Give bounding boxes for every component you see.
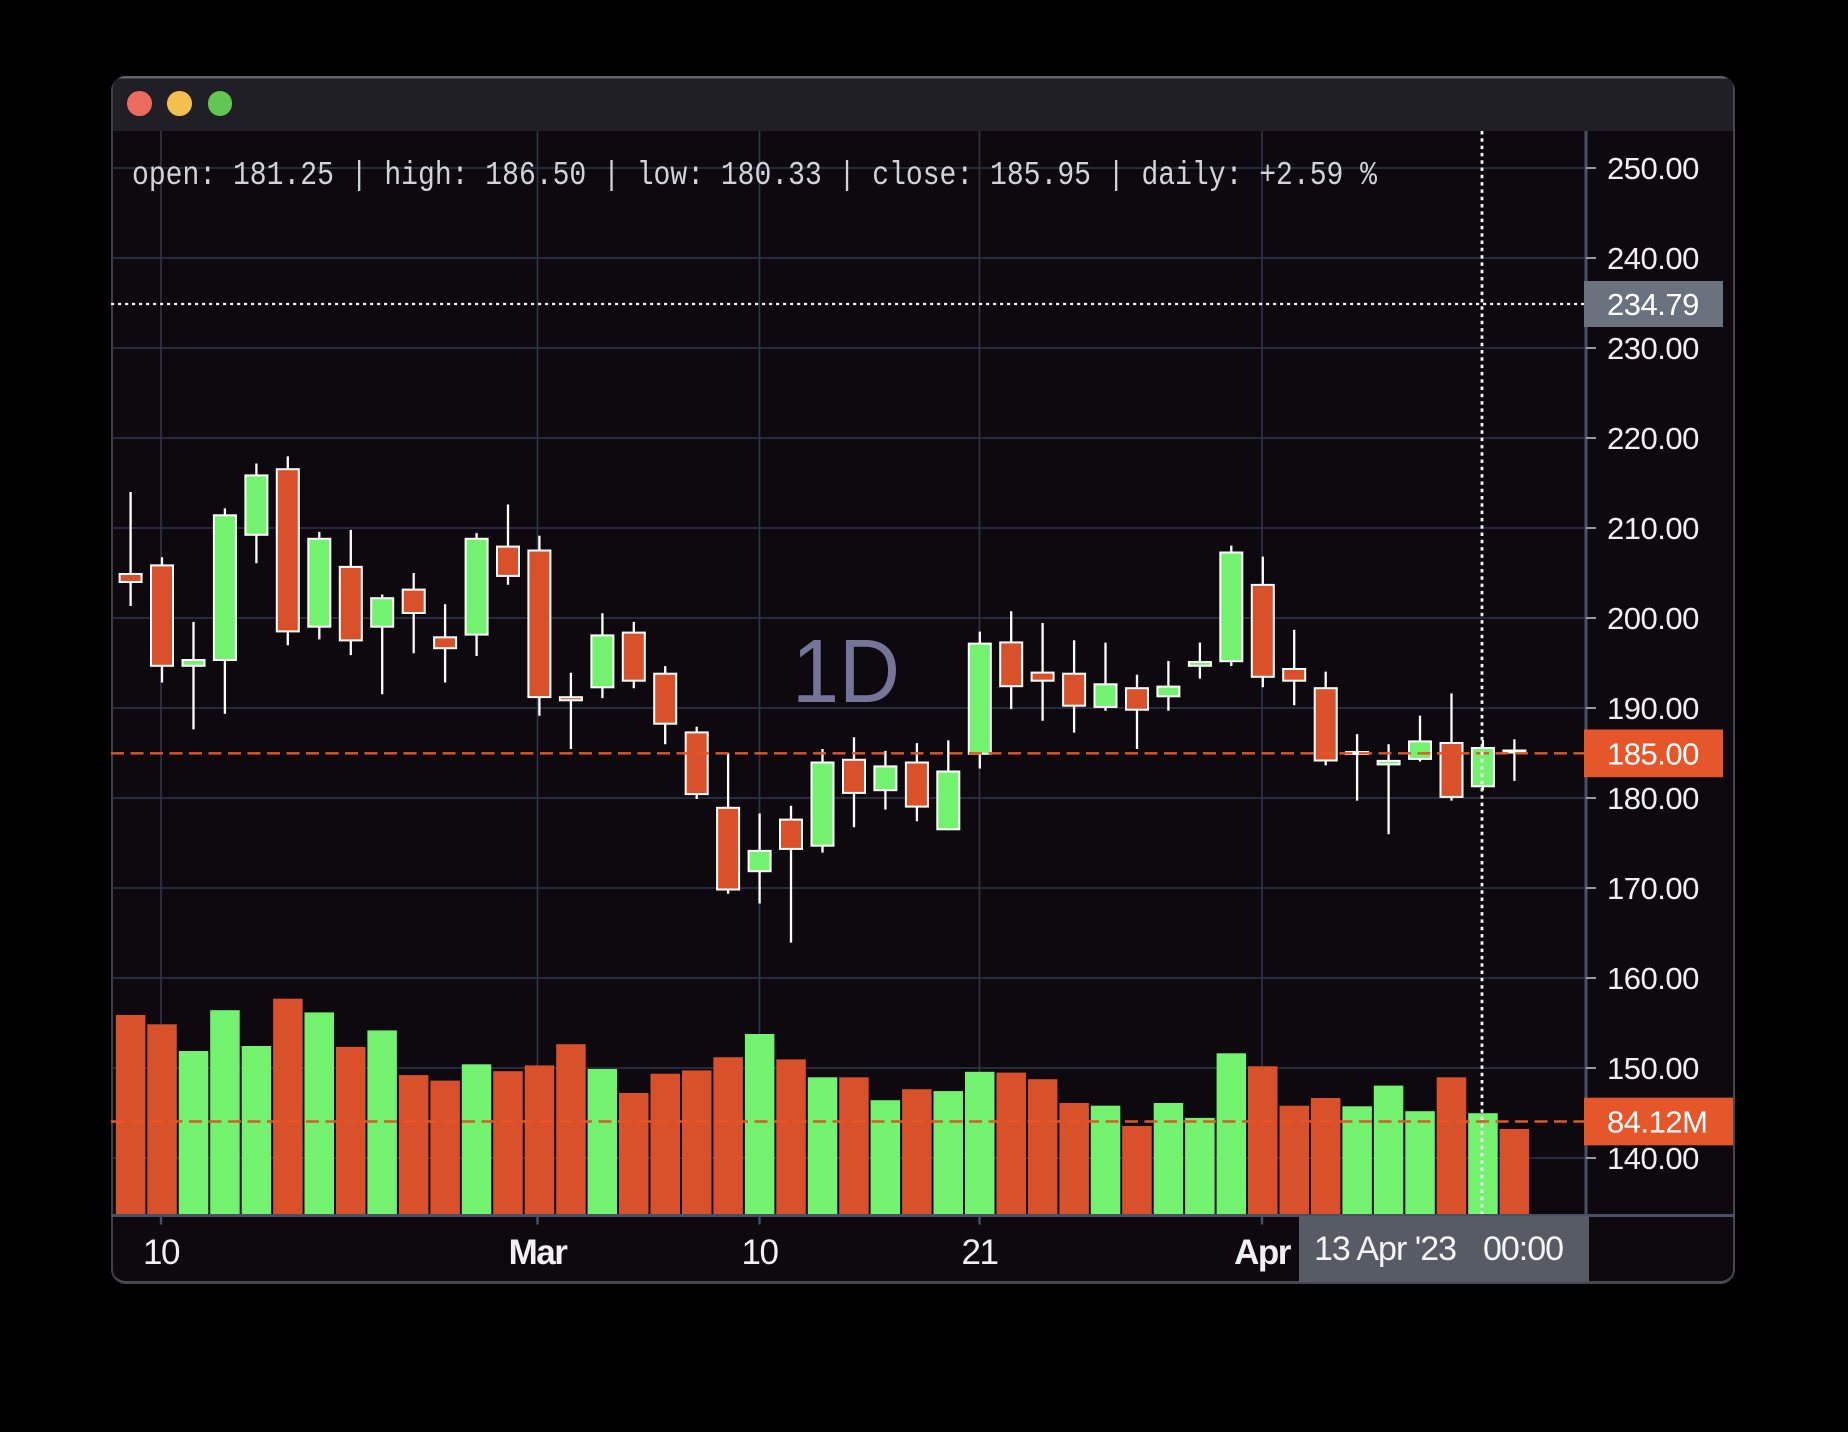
svg-text:180.00: 180.00: [1607, 781, 1699, 816]
svg-text:open: 181.25 | high: 186.50 |: open: 181.25 | high: 186.50 | low: 180.3…: [132, 157, 1377, 194]
svg-text:Mar: Mar: [509, 1233, 569, 1272]
svg-text:220.00: 220.00: [1607, 421, 1699, 456]
svg-text:84.12M: 84.12M: [1607, 1105, 1707, 1140]
svg-text:Apr: Apr: [1234, 1233, 1292, 1272]
svg-text:210.00: 210.00: [1607, 511, 1699, 546]
svg-text:240.00: 240.00: [1607, 241, 1699, 276]
svg-text:160.00: 160.00: [1607, 961, 1699, 996]
svg-text:140.00: 140.00: [1607, 1141, 1699, 1176]
svg-text:1D: 1D: [792, 622, 900, 722]
svg-text:170.00: 170.00: [1607, 871, 1699, 906]
svg-text:190.00: 190.00: [1607, 691, 1699, 726]
svg-text:10: 10: [143, 1233, 180, 1272]
svg-text:250.00: 250.00: [1607, 151, 1699, 186]
svg-text:10: 10: [742, 1233, 779, 1272]
svg-text:00:00: 00:00: [1483, 1230, 1563, 1268]
svg-text:234.79: 234.79: [1607, 287, 1699, 322]
svg-text:185.00: 185.00: [1607, 736, 1699, 771]
svg-text:13 Apr '23: 13 Apr '23: [1314, 1230, 1456, 1268]
svg-text:230.00: 230.00: [1607, 331, 1699, 366]
svg-text:21: 21: [962, 1233, 998, 1272]
svg-text:150.00: 150.00: [1607, 1051, 1699, 1086]
svg-text:200.00: 200.00: [1607, 601, 1699, 636]
